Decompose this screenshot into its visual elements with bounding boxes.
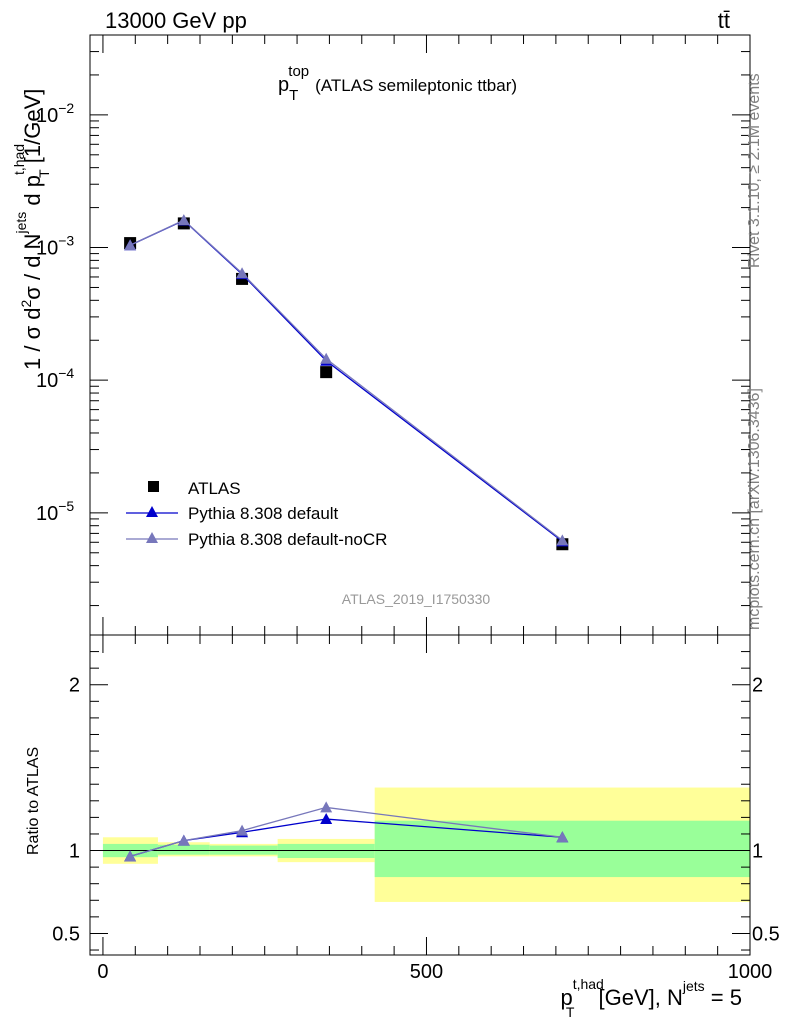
main-marks	[124, 214, 569, 551]
nocr-data-point	[320, 352, 333, 364]
ratio-y-tick-label-right: 1	[752, 841, 763, 863]
ylabel-e: d p	[20, 175, 45, 212]
main-y-tick-exp: −2	[58, 100, 74, 116]
title-rest: (ATLAS semileptonic ttbar)	[315, 76, 517, 95]
ratio-x-ticks: 0 500 1000	[97, 635, 772, 983]
xlabel-d: [GeV], N	[592, 985, 682, 1010]
header-left: 13000 GeV pp	[105, 8, 247, 33]
ratio-y-tick-label-left: 0.5	[52, 923, 80, 945]
legend-marker-nocr	[146, 532, 158, 543]
ratio-nocr-point	[236, 824, 249, 836]
plot-title: pTtop (ATLAS semileptonic ttbar)	[278, 63, 517, 104]
ratio-default-point	[320, 813, 333, 825]
ratio-panel: 0.5 0.5 1 1 2 2 0 500 1000 Ratio to ATLAS pt,ha…	[25, 634, 780, 1020]
ylabel-f: t,had	[11, 144, 27, 175]
main-y-tick-label: 10−5	[36, 498, 74, 525]
ratio-x-tick-label: 500	[410, 961, 443, 983]
xlabel-f: = 5	[705, 985, 742, 1010]
main-y-axis-label: 1 / σ d2σ / d Njets d pt,had T [1/GeV]	[11, 89, 52, 370]
legend-marker-atlas	[148, 481, 159, 492]
main-y-tick-label: 10−4	[36, 365, 74, 392]
main-y-tick-exp: −4	[58, 365, 74, 381]
main-y-tick-exp: −5	[58, 498, 74, 514]
ratio-nocr-point	[556, 831, 569, 843]
ratio-y-tick-label-right: 0.5	[752, 923, 780, 945]
main-y-tick-base: 10	[36, 370, 58, 392]
main-x-ticks	[102, 35, 751, 635]
main-y-tick-base: 10	[36, 238, 58, 260]
ratio-y-tick-label-right: 2	[752, 675, 763, 697]
ratio-band-inner	[157, 844, 210, 855]
ratio-nocr-point	[124, 850, 137, 862]
ratio-y-ticks: 0.5 0.5 1 1 2 2	[52, 651, 780, 951]
main-y-tick-base: 10	[36, 105, 58, 127]
legend-label-default: Pythia 8.308 default	[188, 504, 339, 523]
ratio-nocr-point	[177, 834, 190, 846]
ylabel-c: σ / d N	[20, 234, 45, 300]
main-y-tick-label: 10−2	[36, 100, 74, 127]
ratio-band-inner	[374, 820, 750, 878]
analysis-watermark: ATLAS_2019_I1750330	[342, 591, 491, 607]
main-y-ticks: 10−510−410−310−2	[36, 34, 750, 607]
main-y-tick-label: 10−3	[36, 233, 74, 260]
ratio-x-tick-label: 1000	[728, 961, 773, 983]
rivet-version-label: Rivet 3.1.10, ≥ 2.1M events	[746, 73, 763, 268]
nocr-data-point	[124, 239, 137, 251]
xlabel-b: t,had	[573, 976, 604, 992]
main-y-tick-base: 10	[36, 503, 58, 525]
ylabel-h: [1/GeV]	[20, 89, 45, 170]
ylabel-b: 2	[18, 300, 34, 308]
x-axis-label: pt,had T [GeV], Njets = 5	[560, 976, 742, 1020]
ratio-nocr-point	[320, 801, 333, 813]
ylabel-g: T	[36, 169, 52, 178]
legend-label-nocr: Pythia 8.308 default-noCR	[188, 530, 387, 549]
header-right: tt̄	[718, 8, 730, 33]
atlas-data-point	[320, 366, 333, 379]
title-sub: T	[289, 87, 298, 104]
legend: ATLAS Pythia 8.308 default Pythia 8.308 …	[126, 479, 387, 549]
legend-label-atlas: ATLAS	[188, 479, 241, 498]
ratio-marks	[124, 801, 569, 862]
legend-marker-default	[146, 506, 158, 517]
ratio-y-tick-label-left: 2	[69, 675, 80, 697]
xlabel-e: jets	[682, 978, 705, 994]
title-sup: top	[288, 63, 309, 80]
ratio-bands	[102, 787, 750, 902]
ratio-y-tick-label-left: 1	[69, 841, 80, 863]
xlabel-a: p	[560, 985, 572, 1010]
ylabel-a: 1 / σ d	[20, 308, 45, 371]
ratio-x-tick-label: 0	[97, 961, 108, 983]
xlabel-c: T	[566, 1004, 575, 1020]
main-panel: 10−510−410−310−2 pTtop(ATLAS semileptoni…	[11, 34, 751, 636]
title-p: p	[278, 74, 289, 96]
nocr-data-point	[236, 267, 249, 279]
main-y-tick-exp: −3	[58, 233, 74, 249]
ratio-frame	[89, 634, 751, 956]
ratio-y-axis-label: Ratio to ATLAS	[25, 747, 42, 855]
ylabel-d: jets	[13, 212, 29, 235]
nocr-data-point	[177, 214, 190, 226]
nocr-data-point	[556, 534, 569, 546]
mcplots-source-label: mcplots.cern.ch [arXiv:1306.3436]	[746, 388, 763, 630]
